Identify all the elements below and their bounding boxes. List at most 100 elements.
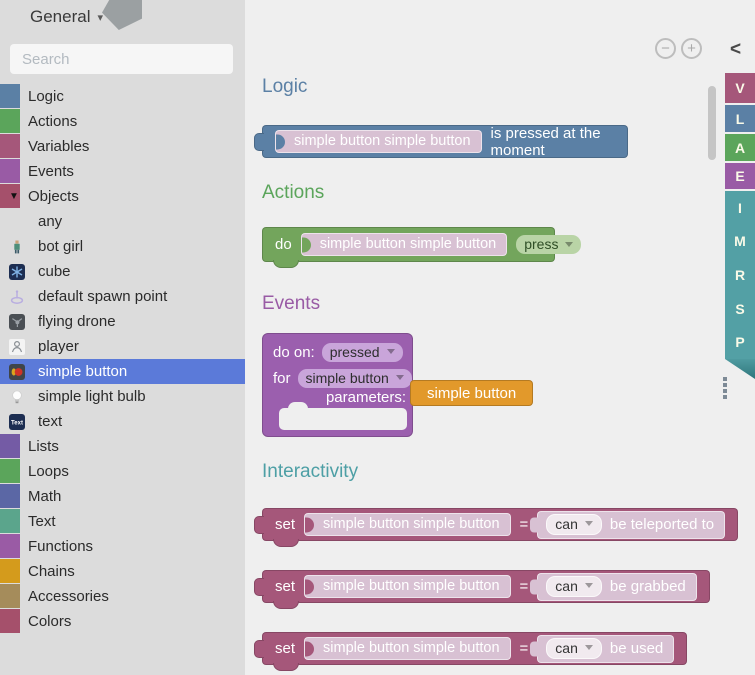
object-field[interactable]: simple button simple button [304,637,511,660]
block-do-press[interactable]: do simple button simple button press [262,227,582,268]
sidebar-item-math[interactable]: Math [0,484,245,509]
dropdown-arrow-icon [395,375,404,380]
category-color-strip [0,509,20,533]
puzzle-connector-icon [254,577,264,596]
sidebar-item-simple-button[interactable]: simple button [0,359,245,384]
tab-r[interactable]: R [734,266,746,283]
bot-girl-icon [9,239,25,255]
tab-group-misc[interactable]: I M R S P [725,191,755,359]
can-dropdown[interactable]: can [546,575,602,597]
block-label: be grabbed [609,577,686,595]
sidebar-item-objects[interactable]: ▼ Objects [0,184,245,209]
dropdown-arrow-icon [565,241,574,247]
category-color-strip [0,109,20,133]
sidebar-item-chains[interactable]: Chains [0,559,245,584]
block-label: do [275,236,292,253]
sidebar: General ▾ Logic Actions Variables Events… [0,0,245,675]
sidebar-item-loops[interactable]: Loops [0,459,245,484]
block-label: for [273,369,291,387]
block-label: set [275,640,296,657]
zoom-out-button[interactable]: − [655,38,676,59]
zoom-in-button[interactable]: + [681,38,702,59]
sidebar-item-text[interactable]: Text text [0,409,245,434]
object-field[interactable]: simple button simple button [275,130,482,153]
object-field[interactable]: simple button simple button [304,575,511,598]
dropdown-arrow-icon [584,521,593,526]
sidebar-item-bot-girl[interactable]: bot girl [0,234,245,259]
svg-text:Text: Text [11,420,23,426]
event-target-dropdown[interactable]: simple button [297,368,412,388]
sidebar-item-events[interactable]: Events [0,159,245,184]
sidebar-item-actions[interactable]: Actions [0,109,245,134]
collapse-panel-icon[interactable]: < [730,39,742,60]
sidebar-item-simple-light-bulb[interactable]: simple light bulb [0,384,245,409]
value-block[interactable]: can be used [537,634,675,663]
sidebar-item-logic[interactable]: Logic [0,84,245,109]
sidebar-item-default-spawn-point[interactable]: default spawn point [0,284,245,309]
can-dropdown[interactable]: can [546,637,602,659]
block-set-grabbed[interactable]: set simple button simple button = can be… [254,570,710,609]
tab-p[interactable]: P [735,334,745,351]
equals-sign: = [519,640,529,657]
category-color-strip [0,484,20,508]
puzzle-connector-icon [254,639,264,658]
block-do-on-event[interactable]: do on: pressed for simple button paramet… [262,333,413,437]
section-heading-logic: Logic [262,76,308,97]
value-block[interactable]: can be teleported to [537,510,726,539]
dropdown-arrow-icon [386,349,395,354]
tab-s[interactable]: S [735,300,745,317]
sidebar-item-cube[interactable]: cube [0,259,245,284]
object-field[interactable]: simple button simple button [300,233,508,256]
block-label: set [275,516,296,533]
category-color-strip [0,434,20,458]
tab-logic[interactable]: L [725,105,755,132]
section-heading-actions: Actions [262,182,325,203]
tab-interactivity[interactable]: I [738,199,742,216]
tab-m[interactable]: M [734,233,746,250]
category-menu-dropdown[interactable]: General ▾ [30,7,103,27]
sidebar-item-accessories[interactable]: Accessories [0,584,245,609]
sidebar-item-flying-drone[interactable]: flying drone [0,309,245,334]
sidebar-item-variables[interactable]: Variables [0,134,245,159]
flying-drone-icon [9,313,25,330]
statement-connector [273,663,299,671]
expand-caret-icon[interactable]: ▼ [9,191,19,202]
parameter-block[interactable]: simple button [410,380,534,406]
tab-variables[interactable]: V [725,73,755,103]
drag-handle-icon[interactable] [723,377,727,399]
tab-events[interactable]: E [725,163,755,189]
can-dropdown[interactable]: can [546,513,602,535]
action-dropdown[interactable]: press [516,235,582,254]
dropdown-arrow-icon [584,645,593,650]
category-color-strip [0,159,20,183]
equals-sign: = [519,516,529,533]
block-label: parameters: [325,388,406,406]
block-set-used[interactable]: set simple button simple button = can be… [254,632,688,671]
category-color-strip [0,559,20,583]
object-field[interactable]: simple button simple button [304,513,511,536]
tab-fold-decoration [725,359,755,379]
sidebar-item-lists[interactable]: Lists [0,434,245,459]
sidebar-item-player[interactable]: player [0,334,245,359]
block-label: do on: [273,343,315,361]
simple-button-icon [9,363,25,380]
puzzle-connector-icon [254,132,264,151]
light-bulb-icon [9,389,25,405]
category-menu-label: General [30,7,91,26]
vertical-scrollbar[interactable] [708,86,716,160]
statement-slot[interactable] [279,402,407,430]
search-input[interactable] [10,44,233,74]
sidebar-item-functions[interactable]: Functions [0,534,245,559]
tab-actions[interactable]: A [725,134,755,161]
sidebar-item-text-category[interactable]: Text [0,509,245,534]
value-block[interactable]: can be grabbed [537,572,697,601]
sidebar-item-any[interactable]: any [38,213,63,230]
category-color-strip [0,459,20,483]
sidebar-item-colors[interactable]: Colors [0,609,245,634]
block-set-teleported[interactable]: set simple button simple button = can be… [254,508,739,547]
block-is-pressed[interactable]: simple button simple button is pressed a… [254,125,628,159]
text-object-icon: Text [9,413,25,430]
spawn-point-icon [9,289,25,305]
event-type-dropdown[interactable]: pressed [321,342,403,362]
player-icon [9,338,25,355]
